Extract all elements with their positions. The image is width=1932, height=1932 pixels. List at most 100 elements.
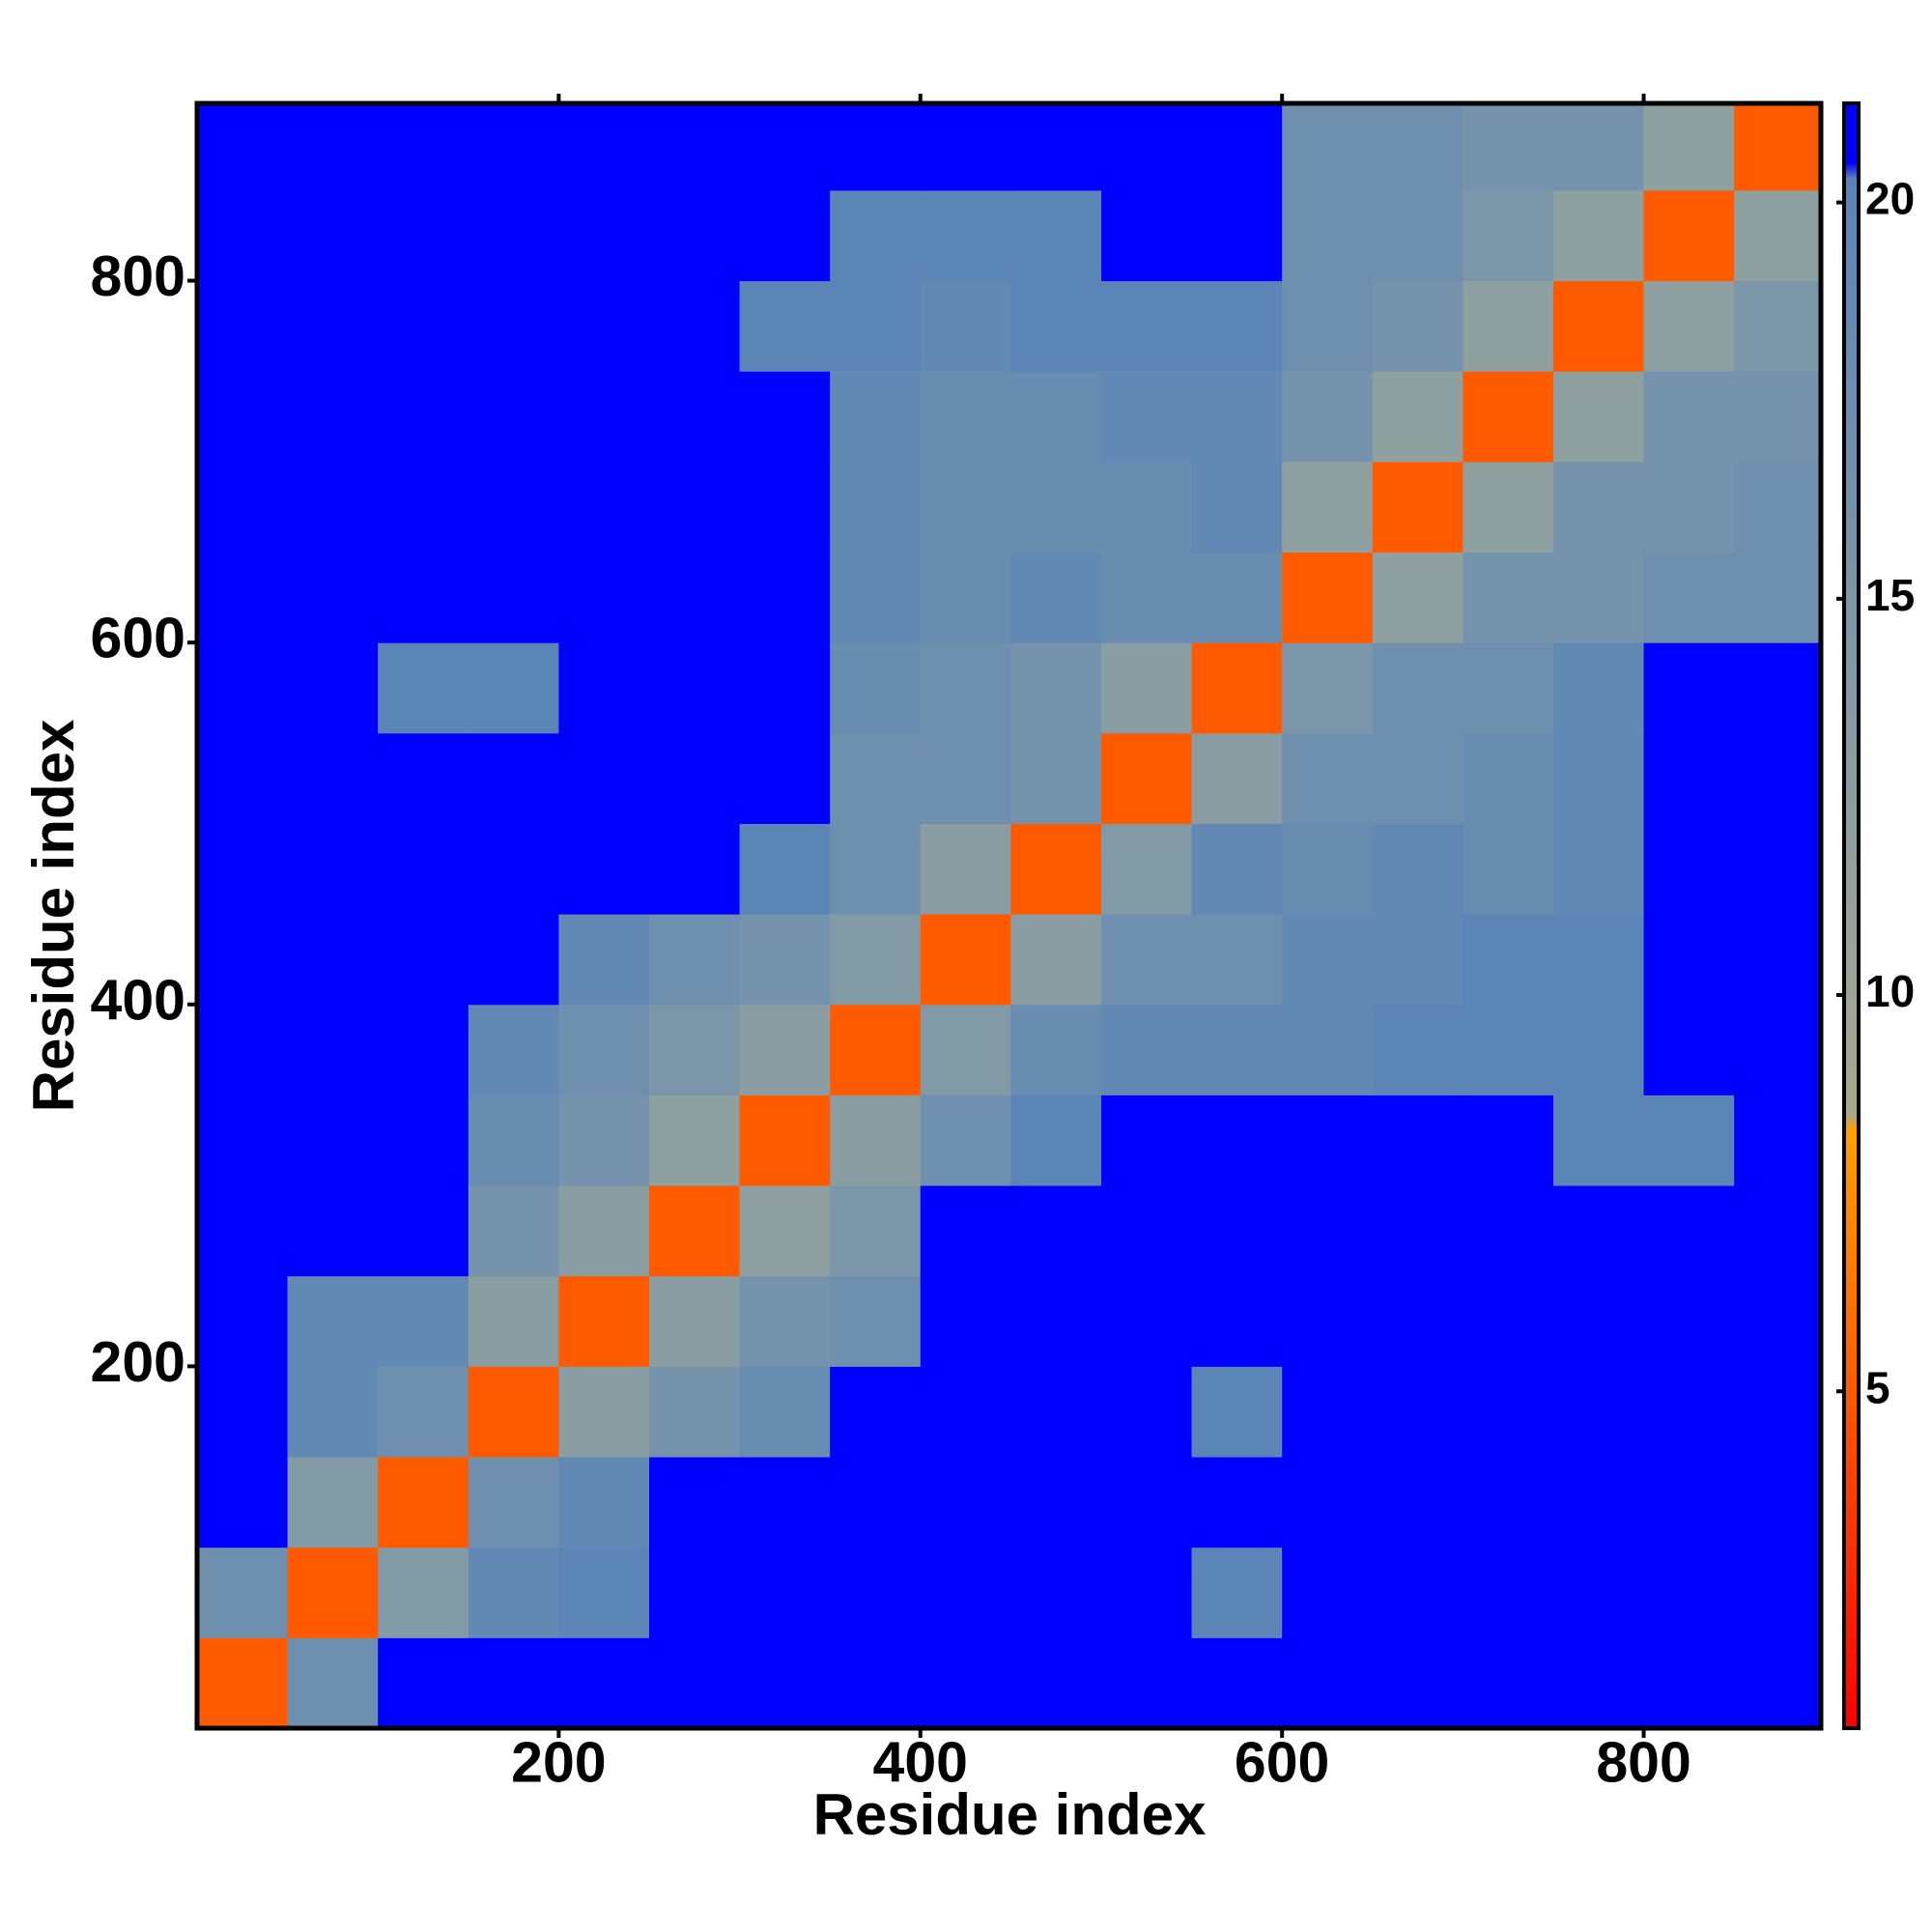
- heatmap-cell: [1463, 1547, 1554, 1638]
- heatmap-cell: [1282, 371, 1374, 463]
- heatmap-cell: [1372, 1094, 1463, 1186]
- heatmap-cell: [468, 371, 559, 463]
- heatmap-cell: [1282, 1275, 1374, 1367]
- heatmap-cell: [1552, 552, 1645, 643]
- heatmap-cell: [1734, 1547, 1822, 1638]
- heatmap-cell: [1191, 280, 1283, 372]
- x-tick-label: 400: [873, 1731, 968, 1795]
- heatmap-cell: [1100, 642, 1193, 734]
- heatmap-cell: [830, 642, 922, 734]
- heatmap-cell: [1282, 732, 1374, 824]
- heatmap-cell: [1100, 1637, 1193, 1729]
- heatmap-cell: [739, 371, 831, 463]
- heatmap-cell: [1734, 1275, 1822, 1367]
- heatmap-cell: [378, 823, 469, 915]
- heatmap-cell: [739, 552, 831, 643]
- colorbar-tick-label: 10: [1865, 966, 1915, 1016]
- heatmap-cell: [648, 1185, 741, 1277]
- heatmap-cell: [1734, 1457, 1822, 1548]
- heatmap-cell: [197, 280, 289, 372]
- heatmap-cell: [648, 732, 741, 824]
- heatmap-cell: [1010, 189, 1102, 282]
- heatmap-cell: [920, 1094, 1011, 1186]
- heatmap-cell: [1191, 552, 1283, 643]
- heatmap-cell: [739, 189, 831, 282]
- heatmap-cell: [468, 1637, 559, 1729]
- heatmap-cell: [1643, 1094, 1735, 1186]
- heatmap-cell: [1643, 1457, 1735, 1548]
- heatmap-cell: [197, 1275, 289, 1367]
- heatmap-cell: [830, 1366, 922, 1458]
- heatmap-cell: [830, 552, 922, 643]
- heatmap-cell: [287, 1004, 379, 1095]
- heatmap-cell: [558, 280, 650, 372]
- heatmap-cell: [648, 642, 741, 734]
- heatmap-cell: [1463, 1185, 1554, 1277]
- heatmap-cell: [558, 461, 650, 554]
- heatmap-cell: [648, 371, 741, 463]
- heatmap-cell: [1100, 1275, 1193, 1367]
- y-tick-label: 600: [91, 607, 185, 670]
- heatmap-cell: [558, 1275, 650, 1367]
- heatmap-cell: [468, 189, 559, 282]
- heatmap-cell: [920, 280, 1011, 372]
- heatmap-cell: [558, 103, 650, 191]
- heatmap-cell: [830, 1547, 922, 1638]
- heatmap-cell: [1282, 552, 1374, 643]
- y-tick-label: 200: [91, 1330, 185, 1394]
- heatmap-cell: [830, 461, 922, 554]
- heatmap-cell: [739, 823, 831, 915]
- heatmap-cell: [1552, 914, 1645, 1006]
- heatmap-cell: [1282, 1457, 1374, 1548]
- heatmap-cell: [1372, 1547, 1463, 1638]
- heatmap-cell: [1282, 642, 1374, 734]
- heatmap-cell: [1191, 1004, 1283, 1095]
- heatmap-cell: [468, 280, 559, 372]
- heatmap-cell: [1734, 1094, 1822, 1186]
- heatmap-cell: [1463, 1275, 1554, 1367]
- heatmap-cell: [648, 1366, 741, 1458]
- x-tick-label: 200: [511, 1731, 606, 1795]
- heatmap-cell: [197, 1094, 289, 1186]
- heatmap-cell: [1100, 1094, 1193, 1186]
- heatmap-cell: [1372, 189, 1463, 282]
- heatmap-cell: [287, 371, 379, 463]
- heatmap-cell: [1282, 1547, 1374, 1638]
- heatmap-cell: [468, 1366, 559, 1458]
- heatmap-cell: [1191, 1637, 1283, 1729]
- colorbar-tick-label: 5: [1865, 1362, 1890, 1412]
- heatmap-cell: [1191, 1547, 1283, 1638]
- heatmap-cell: [1643, 1637, 1735, 1729]
- heatmap-cell: [1734, 1004, 1822, 1095]
- heatmap-cell: [378, 1366, 469, 1458]
- heatmap-cell: [1010, 1094, 1102, 1186]
- heatmap-cell: [287, 1094, 379, 1186]
- heatmap-cell: [378, 1637, 469, 1729]
- heatmap-cell: [378, 103, 469, 191]
- heatmap-cell: [1463, 914, 1554, 1006]
- heatmap-cell: [920, 1366, 1011, 1458]
- heatmap-cell: [558, 1547, 650, 1638]
- heatmap-cell: [1191, 103, 1283, 191]
- heatmap-cell: [739, 732, 831, 824]
- heatmap-cell: [1191, 1366, 1283, 1458]
- heatmap-cell: [648, 280, 741, 372]
- x-tick-label: 600: [1235, 1731, 1329, 1795]
- heatmap-cell: [1552, 823, 1645, 915]
- heatmap-cell: [1643, 1004, 1735, 1095]
- heatmap-cell: [1734, 189, 1822, 282]
- heatmap-cell: [1463, 1094, 1554, 1186]
- heatmap-cell: [1282, 1185, 1374, 1277]
- heatmap-cell: [1010, 103, 1102, 191]
- heatmap-cell: [648, 1094, 741, 1186]
- heatmap-cell: [1734, 642, 1822, 734]
- heatmap-cell: [1552, 1094, 1645, 1186]
- heatmap-cell: [920, 642, 1011, 734]
- heatmap-cell: [1100, 1185, 1193, 1277]
- heatmap-cell: [920, 1457, 1011, 1548]
- heatmap-cell: [1552, 1185, 1645, 1277]
- heatmap-cell: [1734, 1637, 1822, 1729]
- heatmap-cell: [648, 1457, 741, 1548]
- heatmap-cell: [1100, 371, 1193, 463]
- heatmap-cell: [1010, 1637, 1102, 1729]
